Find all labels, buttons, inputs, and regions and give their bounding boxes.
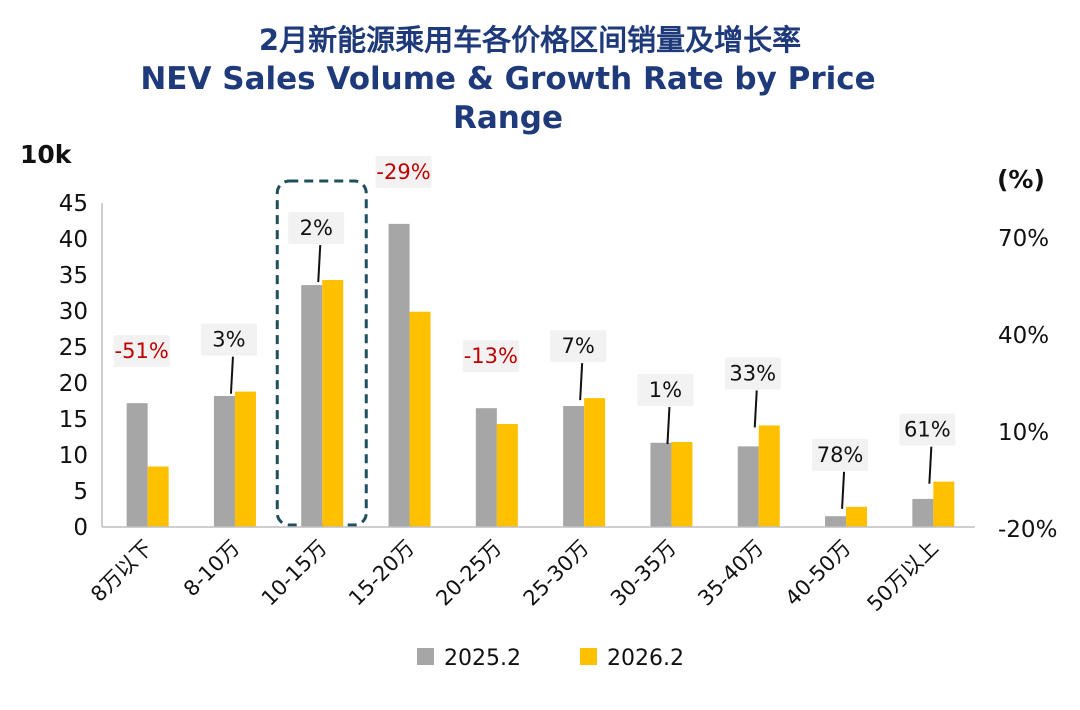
- right-y-tick-label: 70%: [998, 226, 1049, 252]
- bar-2025: [388, 223, 410, 527]
- bar-2025: [475, 408, 497, 527]
- growth-label: 3%: [212, 328, 245, 352]
- x-tick-label: 8-10万: [179, 536, 245, 602]
- growth-label-bg: [113, 335, 170, 368]
- right-y-tick-label: -20%: [998, 517, 1057, 543]
- growth-label-bg: [375, 155, 432, 188]
- growth-leader-line: [579, 363, 584, 401]
- bar-2026: [671, 442, 693, 527]
- legend-label: 2026.2: [607, 646, 684, 671]
- x-tick-label: 40-50万: [781, 536, 856, 611]
- growth-label: 78%: [817, 443, 864, 467]
- growth-label-bg: [462, 340, 519, 373]
- x-tick-label: 8万以下: [86, 536, 157, 607]
- y-tick-label: 40: [59, 227, 88, 253]
- growth-label-bg: [812, 438, 869, 471]
- bar-2026: [409, 311, 431, 527]
- bar-2025: [213, 395, 235, 527]
- growth-leader-line: [928, 446, 933, 484]
- growth-label: 1%: [649, 378, 682, 402]
- y-tick-label: 25: [59, 335, 88, 361]
- x-tick-label: 35-40万: [693, 536, 768, 611]
- bar-2026: [933, 481, 955, 527]
- y-tick-label: 0: [73, 515, 88, 541]
- y-tick-label: 5: [73, 479, 88, 505]
- growth-label-bg: [637, 374, 694, 407]
- bar-2025: [650, 442, 672, 527]
- growth-label-bg: [288, 212, 345, 245]
- x-tick-label: 15-20万: [344, 536, 419, 611]
- bar-2025: [912, 498, 934, 527]
- bar-2025: [126, 403, 148, 527]
- bar-2025: [825, 516, 847, 527]
- growth-leader-line: [666, 406, 671, 445]
- growth-label: 7%: [561, 334, 594, 358]
- right-axis-unit: (%): [997, 165, 1045, 194]
- bar-2026: [846, 506, 868, 527]
- growth-label: 33%: [729, 361, 776, 385]
- right-y-tick-label: 10%: [998, 420, 1049, 446]
- y-tick-label: 30: [59, 299, 88, 325]
- chart-title-cn: 2月新能源乘用车各价格区间销量及增长率: [259, 23, 801, 57]
- y-tick-label: 20: [59, 371, 88, 397]
- x-tick-label: 25-30万: [519, 536, 594, 611]
- growth-label-bg: [550, 330, 607, 363]
- growth-leader-line: [753, 390, 758, 428]
- growth-label-bg: [899, 413, 956, 446]
- bar-2025: [301, 285, 323, 527]
- x-tick-label: 10-15万: [257, 536, 332, 611]
- growth-label: -13%: [464, 344, 518, 368]
- chart-title-en-line1: NEV Sales Volume & Growth Rate by Price: [140, 61, 875, 97]
- legend-label: 2025.2: [444, 646, 521, 671]
- bar-2025: [563, 406, 585, 527]
- growth-label-bg: [200, 323, 257, 356]
- growth-label: 61%: [904, 418, 951, 442]
- legend-swatch: [580, 648, 597, 665]
- growth-label: 2%: [300, 216, 333, 240]
- x-tick-label: 30-35万: [606, 536, 681, 611]
- growth-label: -29%: [376, 160, 430, 184]
- y-tick-label: 10: [59, 443, 88, 469]
- x-tick-label: 20-25万: [431, 536, 506, 611]
- right-y-tick-label: 40%: [998, 323, 1049, 349]
- left-axis-unit: 10k: [20, 140, 73, 169]
- growth-label-bg: [724, 357, 781, 390]
- bar-2026: [496, 424, 518, 527]
- bar-2026: [322, 280, 344, 527]
- growth-leader-line: [317, 244, 322, 283]
- growth-leader-line: [841, 471, 846, 509]
- y-tick-label: 35: [59, 263, 88, 289]
- legend-swatch: [417, 648, 434, 665]
- bar-2026: [234, 391, 256, 527]
- y-tick-label: 15: [59, 407, 88, 433]
- growth-leader-line: [229, 356, 234, 394]
- bar-2025: [737, 446, 759, 527]
- bar-2026: [147, 466, 169, 527]
- bar-2026: [758, 425, 780, 527]
- x-tick-label: 50万以上: [862, 536, 942, 616]
- y-tick-label: 45: [59, 191, 88, 217]
- chart-title-en-line2: Range: [453, 100, 563, 136]
- bar-2026: [584, 398, 606, 527]
- growth-label: -51%: [115, 339, 169, 363]
